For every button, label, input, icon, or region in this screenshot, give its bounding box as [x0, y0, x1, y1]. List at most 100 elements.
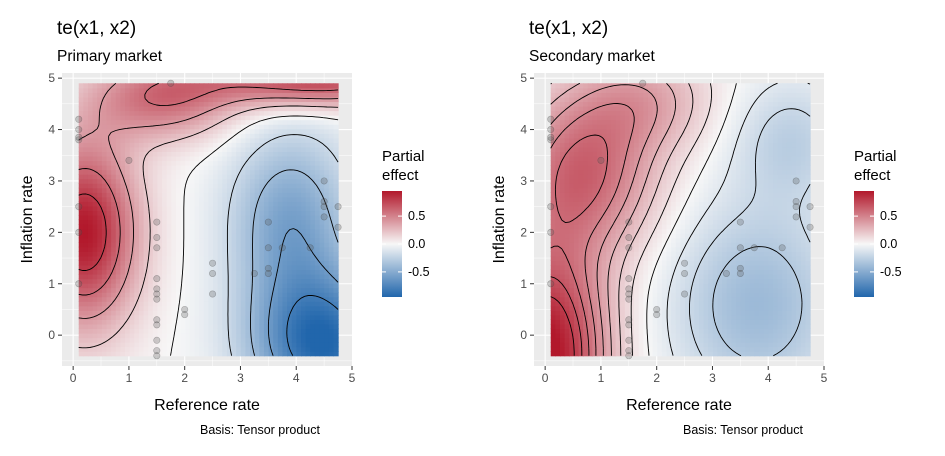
heatmap-cell [143, 264, 149, 271]
heatmap-cell [305, 151, 311, 157]
heatmap-cell [185, 196, 191, 202]
heatmap-cell [92, 242, 98, 248]
heatmap-cell [296, 205, 302, 212]
heatmap-cell [152, 246, 159, 252]
heatmap-cell [111, 255, 117, 261]
heatmap-cell [310, 351, 316, 357]
heatmap-cell [250, 337, 256, 343]
heatmap-cell [194, 146, 200, 152]
heatmap-cell [296, 278, 302, 284]
chart-title: te(x1, x2) [57, 18, 137, 39]
heatmap-cell [254, 323, 260, 330]
heatmap-cell [250, 323, 256, 330]
heatmap-cell [83, 296, 89, 302]
heatmap-cell [83, 101, 89, 107]
heatmap-cell [333, 187, 339, 193]
heatmap-cell [111, 169, 117, 175]
heatmap-cell [638, 310, 644, 316]
heatmap-cell [87, 214, 94, 221]
heatmap-cell [157, 305, 163, 311]
heatmap-cell [254, 314, 260, 320]
heatmap-cell [314, 183, 321, 189]
heatmap-cell [259, 233, 265, 239]
heatmap-cell [564, 242, 570, 248]
heatmap-cell [226, 119, 233, 125]
heatmap-cell [180, 301, 186, 307]
heatmap-cell [587, 178, 594, 184]
heatmap-cell [125, 146, 131, 152]
heatmap-cell [240, 264, 247, 271]
heatmap-cell [638, 178, 644, 184]
heatmap-cell [629, 142, 635, 148]
heatmap-cell [301, 264, 307, 271]
heatmap-cell [101, 146, 108, 152]
heatmap-cell [240, 128, 247, 134]
heatmap-cell [287, 133, 293, 139]
heatmap-cell [189, 128, 196, 134]
heatmap-cell [157, 328, 163, 334]
heatmap-cell [333, 169, 339, 175]
heatmap-cell [134, 287, 140, 293]
heatmap-cell [638, 333, 644, 339]
heatmap-cell [162, 323, 168, 330]
heatmap-cell [606, 119, 612, 125]
heatmap-cell [583, 242, 589, 248]
heatmap-cell [573, 101, 580, 107]
heatmap-cell [555, 155, 561, 162]
heatmap-cell [301, 201, 307, 207]
heatmap-cell [240, 105, 247, 112]
heatmap-cell [157, 142, 163, 148]
data-point [264, 264, 272, 272]
heatmap-cell [277, 337, 284, 343]
heatmap-cell [106, 337, 112, 343]
heatmap-cell [559, 251, 566, 257]
heatmap-cell [657, 224, 663, 230]
heatmap-cell [601, 219, 607, 225]
heatmap-cell [226, 314, 233, 320]
heatmap-cell [301, 228, 307, 234]
heatmap-cell [273, 242, 279, 248]
heatmap-cell [550, 219, 556, 225]
heatmap-cell [550, 155, 556, 162]
heatmap-cell [213, 228, 219, 234]
heatmap-cell [333, 292, 339, 298]
heatmap-cell [277, 137, 284, 143]
heatmap-cell [194, 196, 200, 202]
heatmap-cell [134, 292, 140, 298]
heatmap-cell [555, 178, 561, 184]
heatmap-cell [615, 110, 621, 116]
heatmap-cell [597, 210, 603, 216]
heatmap-cell [185, 92, 191, 98]
heatmap-cell [162, 296, 168, 302]
heatmap-cell [259, 228, 265, 234]
heatmap-cell [171, 87, 177, 93]
heatmap-cell [157, 351, 163, 357]
heatmap-cell [87, 133, 94, 139]
heatmap-cell [610, 87, 617, 93]
heatmap-cell [268, 255, 274, 261]
heatmap-cell [620, 228, 626, 234]
chart-subtitle: Primary market [57, 48, 163, 65]
heatmap-cell [597, 292, 603, 298]
heatmap-cell [106, 214, 112, 221]
heatmap-cell [606, 124, 612, 130]
heatmap-cell [550, 269, 556, 275]
heatmap-cell [643, 310, 649, 316]
heatmap-cell [120, 337, 126, 343]
heatmap-cell [245, 260, 251, 266]
heatmap-cell [606, 142, 612, 148]
heatmap-cell [166, 214, 172, 221]
heatmap-cell [87, 273, 94, 280]
heatmap-cell [254, 269, 260, 275]
heatmap-cell [143, 333, 149, 339]
heatmap-cell [92, 255, 98, 261]
heatmap-cell [111, 346, 117, 352]
heatmap-cell [245, 214, 251, 221]
heatmap-cell [259, 278, 265, 284]
heatmap-cell [101, 255, 108, 261]
heatmap-cell [106, 246, 112, 252]
heatmap-cell [555, 110, 561, 116]
heatmap-cell [166, 165, 172, 171]
heatmap-cell [583, 128, 589, 134]
heatmap-cell [583, 237, 589, 243]
